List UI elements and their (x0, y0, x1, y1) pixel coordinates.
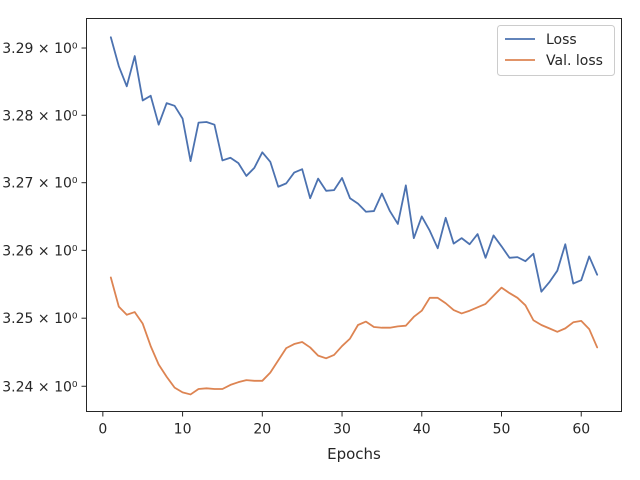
plot-area (86, 18, 622, 412)
legend-label-val-loss: Val. loss (546, 53, 603, 69)
y-tick-label: 3.26 × 10⁰ (2, 243, 78, 259)
x-tick-label: 0 (98, 422, 107, 438)
y-axis: 3.24 × 10⁰ 3.25 × 10⁰ 3.26 × 10⁰ 3.27 × 10⁰… (2, 41, 87, 395)
x-tick-label: 60 (572, 422, 590, 438)
legend: Loss Val. loss (497, 25, 615, 76)
series-line-loss (109, 36, 599, 293)
y-tick-label: 3.29 × 10⁰ (2, 41, 78, 57)
y-tick-label: 3.24 × 10⁰ (2, 379, 78, 395)
y-tick-label: 3.27 × 10⁰ (2, 176, 78, 192)
series-layer (109, 36, 599, 396)
x-tick-label: 50 (493, 422, 511, 438)
x-tick-label: 40 (413, 422, 431, 438)
series-line-val-loss (109, 276, 599, 396)
legend-box (497, 25, 615, 76)
x-tick-label: 30 (333, 422, 351, 438)
x-tick-label: 20 (253, 422, 271, 438)
x-axis-label: Epochs (327, 445, 381, 463)
x-tick-label: 10 (174, 422, 192, 438)
legend-label-loss: Loss (546, 32, 577, 48)
x-axis: 0 10 20 30 40 50 60 (98, 411, 590, 438)
y-tick-label: 3.28 × 10⁰ (2, 108, 78, 124)
y-tick-label: 3.25 × 10⁰ (2, 311, 78, 327)
